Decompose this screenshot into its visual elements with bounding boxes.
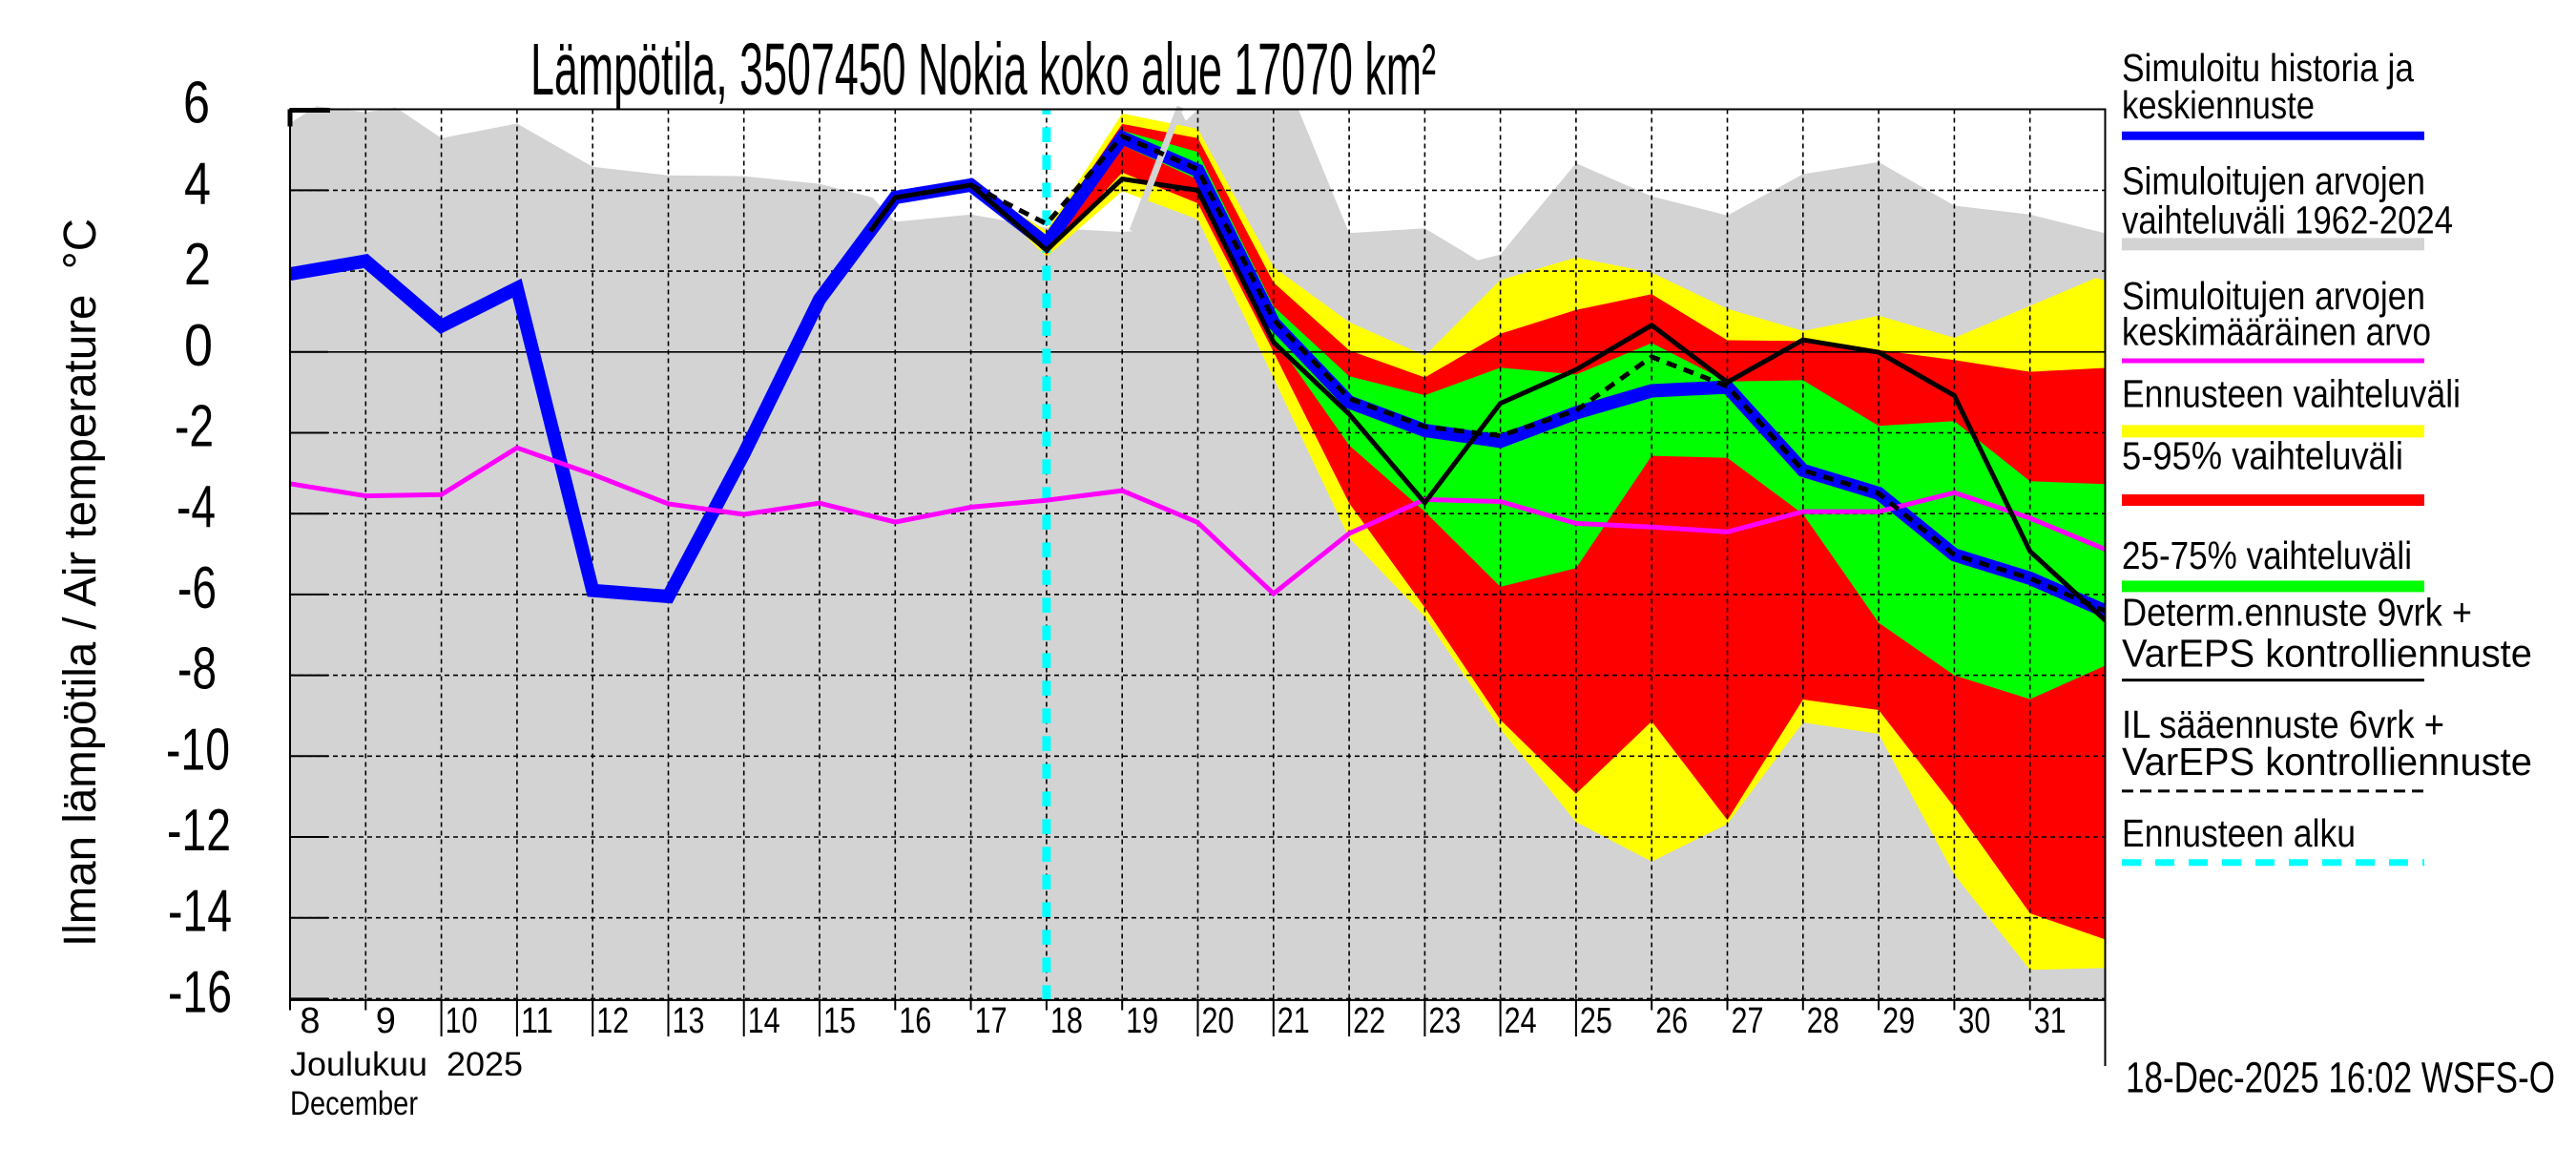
svg-text:4: 4 <box>184 151 211 217</box>
svg-text:10: 10 <box>446 1001 478 1041</box>
svg-text:17: 17 <box>975 1001 1008 1041</box>
svg-text:19: 19 <box>1126 1001 1158 1041</box>
svg-text:25-75% vaihteluväli: 25-75% vaihteluväli <box>2122 533 2412 577</box>
svg-text:IL sääennuste 6vrk +: IL sääennuste 6vrk + <box>2122 702 2444 746</box>
svg-text:-12: -12 <box>167 798 231 864</box>
svg-text:Ennusteen alku: Ennusteen alku <box>2122 811 2356 855</box>
svg-text:Determ.ennuste 9vrk +: Determ.ennuste 9vrk + <box>2122 591 2472 635</box>
svg-text:24: 24 <box>1505 1001 1537 1041</box>
svg-text:15: 15 <box>823 1001 856 1041</box>
svg-text:14: 14 <box>748 1001 780 1041</box>
svg-text:vaihteluväli 1962-2024: vaihteluväli 1962-2024 <box>2122 198 2453 241</box>
svg-text:18: 18 <box>1050 1001 1083 1041</box>
svg-text:keskimääräinen arvo: keskimääräinen arvo <box>2122 310 2431 354</box>
svg-text:Joulukuu 2025: Joulukuu 2025 <box>290 1046 523 1083</box>
svg-text:-4: -4 <box>177 474 216 540</box>
svg-text:-6: -6 <box>177 555 217 621</box>
svg-text:-16: -16 <box>168 959 232 1025</box>
svg-text:Simuloitujen arvojen: Simuloitujen arvojen <box>2122 274 2425 318</box>
svg-text:25: 25 <box>1580 1001 1612 1041</box>
svg-text:18-Dec-2025 16:02 WSFS-O: 18-Dec-2025 16:02 WSFS-O <box>2126 1054 2555 1102</box>
svg-text:29: 29 <box>1882 1001 1915 1041</box>
svg-text:28: 28 <box>1807 1001 1839 1041</box>
svg-text:11: 11 <box>521 1001 553 1041</box>
svg-text:Ennusteen vaihteluväli: Ennusteen vaihteluväli <box>2122 372 2461 416</box>
svg-text:21: 21 <box>1278 1001 1310 1041</box>
svg-text:26: 26 <box>1655 1001 1688 1041</box>
svg-text:30: 30 <box>1958 1001 1990 1041</box>
svg-text:-14: -14 <box>168 879 232 945</box>
svg-text:0: 0 <box>184 313 213 379</box>
svg-text:keskiennuste: keskiennuste <box>2122 83 2315 127</box>
svg-text:Lämpötila, 3507450 Nokia koko: Lämpötila, 3507450 Nokia koko alue 17070… <box>530 29 1436 111</box>
svg-text:VarEPS kontrolliennuste: VarEPS kontrolliennuste <box>2122 632 2532 676</box>
svg-text:16: 16 <box>899 1001 931 1041</box>
svg-text:VarEPS kontrolliennuste: VarEPS kontrolliennuste <box>2122 740 2532 784</box>
svg-text:Simuloitujen arvojen: Simuloitujen arvojen <box>2122 159 2425 203</box>
svg-text:31: 31 <box>2034 1001 2067 1041</box>
svg-text:Simuloitu historia ja: Simuloitu historia ja <box>2122 46 2414 90</box>
svg-text:Ilman lämpötila / Air temperat: Ilman lämpötila / Air temperature °C <box>55 219 106 947</box>
svg-text:12: 12 <box>596 1001 629 1041</box>
svg-text:13: 13 <box>673 1001 705 1041</box>
svg-text:8: 8 <box>300 1001 320 1041</box>
svg-text:2: 2 <box>184 232 211 298</box>
svg-text:-10: -10 <box>166 717 230 783</box>
svg-text:9: 9 <box>376 1001 396 1041</box>
svg-text:-2: -2 <box>175 394 214 460</box>
svg-text:27: 27 <box>1732 1001 1764 1041</box>
svg-text:23: 23 <box>1428 1001 1461 1041</box>
svg-text:5-95% vaihteluväli: 5-95% vaihteluväli <box>2122 434 2403 478</box>
svg-text:December: December <box>290 1085 418 1122</box>
svg-text:6: 6 <box>183 71 210 136</box>
svg-text:-8: -8 <box>177 637 217 702</box>
svg-text:22: 22 <box>1353 1001 1385 1041</box>
svg-text:20: 20 <box>1202 1001 1235 1041</box>
